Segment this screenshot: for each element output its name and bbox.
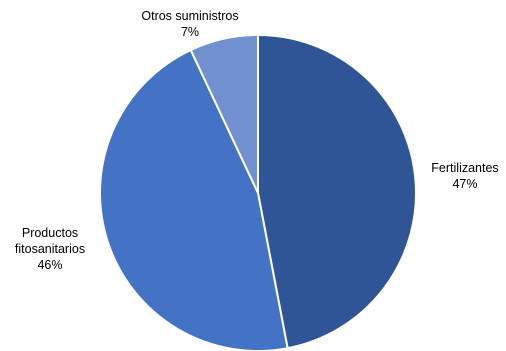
pie-slice-fertilizantes — [257, 33, 417, 350]
pie-label-otros-suministros: Otros suministros 7% — [141, 9, 238, 39]
pie-slice-otros-suministros — [189, 33, 259, 194]
pie-slice-productos-fitosanitarios — [99, 48, 289, 351]
pie-slices — [99, 33, 417, 351]
pie-label-productos-fitosanitarios: Productos fitosanitarios 46% — [15, 226, 85, 272]
pie-labels: Fertilizantes 47% Productos fitosanitarios 4… — [15, 9, 499, 272]
pie-label-fertilizantes: Fertilizantes 47% — [431, 161, 498, 191]
